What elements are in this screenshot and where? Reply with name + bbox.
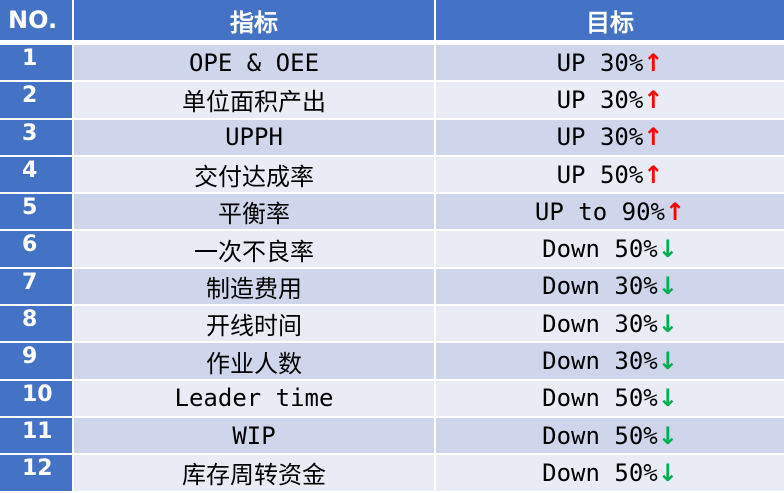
arrow-up-icon: ↑	[664, 197, 686, 226]
header-row: NO. 指标 目标	[0, 0, 784, 43]
arrow-up-icon: ↑	[643, 85, 664, 114]
row-number: 12	[0, 455, 72, 491]
table-row: 5 平衡率 UP to 90%↑	[0, 194, 784, 230]
row-number: 9	[0, 343, 72, 379]
arrow-up-icon: ↑	[643, 123, 664, 152]
table-row: 11 WIP Down 50%↓	[0, 417, 784, 454]
table-row: 9 作业人数 Down 30%↓	[0, 343, 784, 379]
row-number: 3	[0, 119, 72, 155]
target-cell: Down 50%↓	[436, 417, 784, 454]
target-cell: Down 50%↓	[436, 380, 784, 416]
table-row: 1 OPE & OEE UP 30%↑	[0, 45, 784, 81]
row-number: 10	[0, 380, 72, 416]
target-value: UP 30%	[556, 48, 644, 77]
target-value: UP 50%	[556, 160, 644, 189]
arrow-down-icon: ↓	[657, 384, 678, 413]
metric-cell: 作业人数	[74, 343, 434, 379]
row-number: 5	[0, 194, 72, 230]
row-number: 1	[0, 45, 72, 81]
metric-cell: 库存周转资金	[74, 455, 434, 491]
arrow-down-icon: ↓	[657, 347, 678, 376]
target-value: Down 30%	[542, 347, 658, 376]
target-value: Down 30%	[542, 272, 658, 301]
target-value: Down 50%	[542, 458, 658, 487]
metric-cell: Leader time	[74, 380, 434, 416]
header-no: NO.	[0, 0, 72, 43]
target-cell: Down 50%↓	[436, 231, 784, 267]
target-cell: Down 50%↓	[436, 455, 784, 491]
table-row: 4 交付达成率 UP 50%↑	[0, 156, 784, 193]
row-number: 8	[0, 306, 72, 342]
metric-cell: 交付达成率	[74, 156, 434, 193]
table-row: 12 库存周转资金 Down 50%↓	[0, 455, 784, 491]
row-number: 11	[0, 417, 72, 454]
target-cell: Down 30%↓	[436, 268, 784, 305]
row-number: 4	[0, 156, 72, 193]
arrow-down-icon: ↓	[657, 272, 678, 301]
row-number: 6	[0, 231, 72, 267]
target-cell: Down 30%↓	[436, 343, 784, 379]
target-cell: Down 30%↓	[436, 306, 784, 342]
target-cell: UP 30%↑	[436, 82, 784, 118]
target-value: Down 50%	[542, 235, 658, 264]
target-cell: UP 50%↑	[436, 156, 784, 193]
target-value: Down 30%	[542, 309, 658, 338]
target-value: UP to 90%	[534, 197, 665, 226]
metric-cell: 平衡率	[74, 194, 434, 230]
target-cell: UP 30%↑	[436, 45, 784, 81]
table-row: 7 制造费用 Down 30%↓	[0, 268, 784, 305]
table-row: 10 Leader time Down 50%↓	[0, 380, 784, 416]
target-cell: UP 30%↑	[436, 119, 784, 155]
metric-cell: WIP	[74, 417, 434, 454]
arrow-down-icon: ↓	[657, 421, 678, 450]
table-row: 2 单位面积产出 UP 30%↑	[0, 82, 784, 118]
table-row: 6 一次不良率 Down 50%↓	[0, 231, 784, 267]
metric-cell: 一次不良率	[74, 231, 434, 267]
metric-cell: 制造费用	[74, 268, 434, 305]
target-value: UP 30%	[556, 85, 644, 114]
arrow-up-icon: ↑	[643, 48, 664, 77]
metric-cell: 开线时间	[74, 306, 434, 342]
metric-cell: 单位面积产出	[74, 82, 434, 118]
header-target: 目标	[436, 0, 784, 43]
table-row: 8 开线时间 Down 30%↓	[0, 306, 784, 342]
row-number: 2	[0, 82, 72, 118]
arrow-down-icon: ↓	[657, 235, 678, 264]
arrow-up-icon: ↑	[643, 160, 664, 189]
target-cell: UP to 90%↑	[436, 194, 784, 230]
metric-cell: UPPH	[74, 119, 434, 155]
table-row: 3 UPPH UP 30%↑	[0, 119, 784, 155]
target-value: Down 50%	[542, 384, 658, 413]
arrow-down-icon: ↓	[657, 458, 678, 487]
arrow-down-icon: ↓	[657, 309, 678, 338]
target-value: Down 50%	[542, 421, 658, 450]
header-metric: 指标	[74, 0, 434, 43]
row-number: 7	[0, 268, 72, 305]
metric-cell: OPE & OEE	[74, 45, 434, 81]
target-value: UP 30%	[556, 123, 644, 152]
